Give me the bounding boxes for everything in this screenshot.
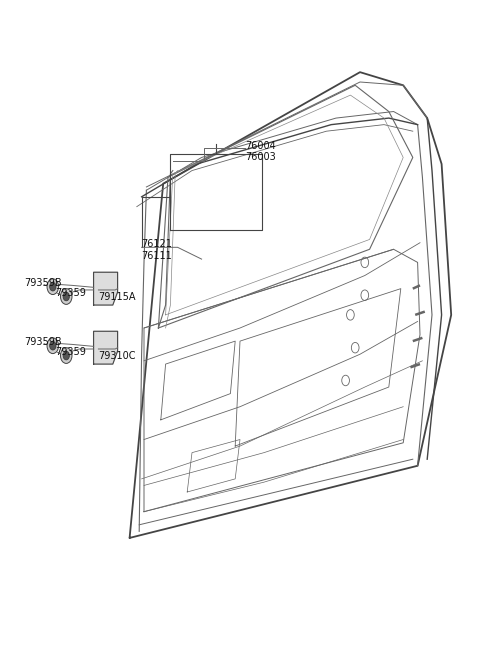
Text: 79310C: 79310C	[98, 350, 136, 361]
Circle shape	[60, 348, 72, 363]
Polygon shape	[94, 272, 118, 305]
Text: 79359: 79359	[55, 346, 86, 357]
Text: 79359B: 79359B	[24, 337, 61, 348]
Circle shape	[49, 282, 56, 291]
Circle shape	[63, 292, 70, 301]
Text: 79359: 79359	[55, 287, 86, 298]
Text: 76121: 76121	[142, 239, 172, 249]
Text: 76111: 76111	[142, 251, 172, 261]
Text: 76004: 76004	[245, 140, 276, 151]
Text: 79115A: 79115A	[98, 291, 136, 302]
Circle shape	[63, 351, 70, 360]
Circle shape	[60, 289, 72, 304]
Circle shape	[47, 279, 59, 295]
Text: 76003: 76003	[245, 152, 276, 163]
Circle shape	[47, 338, 59, 354]
Text: 79359B: 79359B	[24, 278, 61, 289]
Circle shape	[49, 341, 56, 350]
Polygon shape	[94, 331, 118, 364]
